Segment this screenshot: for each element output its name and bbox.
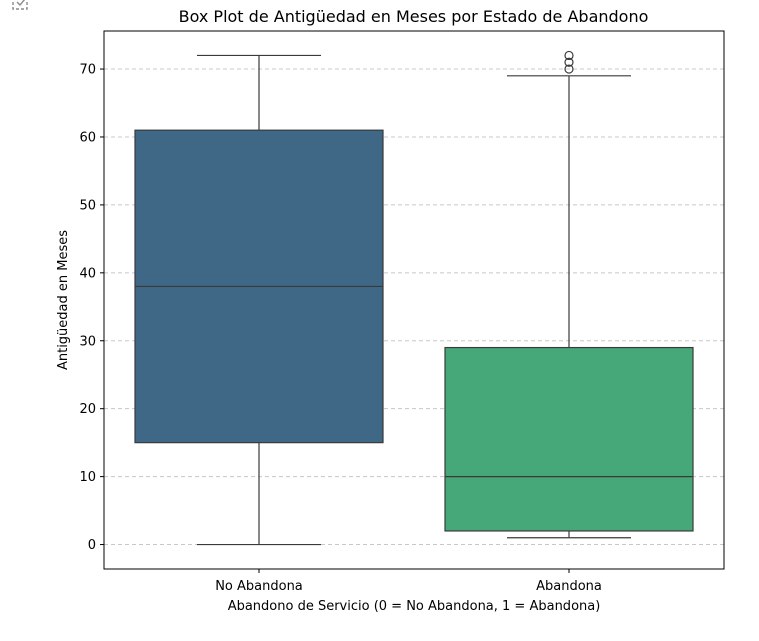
gridlines	[104, 68, 724, 546]
x-tick-label: Abandona	[536, 579, 602, 594]
x-tick-label: No Abandona	[215, 579, 303, 594]
y-tick-label: 50	[79, 198, 96, 213]
y-tick-label: 40	[79, 266, 96, 281]
y-tick-label: 0	[88, 538, 96, 553]
y-axis-ticks: 0 10 20 30 40 50 60 70	[79, 63, 104, 553]
box-group	[134, 54, 384, 546]
copy-output-icon[interactable]	[10, 0, 32, 14]
plot-frame	[103, 30, 725, 570]
y-tick-label: 10	[79, 470, 96, 485]
y-tick-label: 60	[79, 130, 96, 145]
box-group	[444, 50, 694, 539]
y-tick-label: 20	[79, 402, 96, 417]
outlier-point	[564, 64, 574, 74]
y-tick-label: 70	[79, 63, 96, 78]
chart-title: Box Plot de Antigüedad en Meses por Esta…	[179, 7, 649, 26]
outlier-point	[564, 57, 574, 67]
outlier-point	[564, 50, 574, 61]
x-axis-label: Abandono de Servicio (0 = No Abandona, 1…	[228, 599, 601, 614]
y-tick-label: 30	[79, 334, 96, 349]
x-axis-ticks: No Abandona Abandona	[215, 569, 602, 594]
box-iqr	[444, 346, 694, 532]
box-series	[134, 50, 694, 546]
y-axis-label: Antigüedad en Meses	[56, 230, 71, 370]
